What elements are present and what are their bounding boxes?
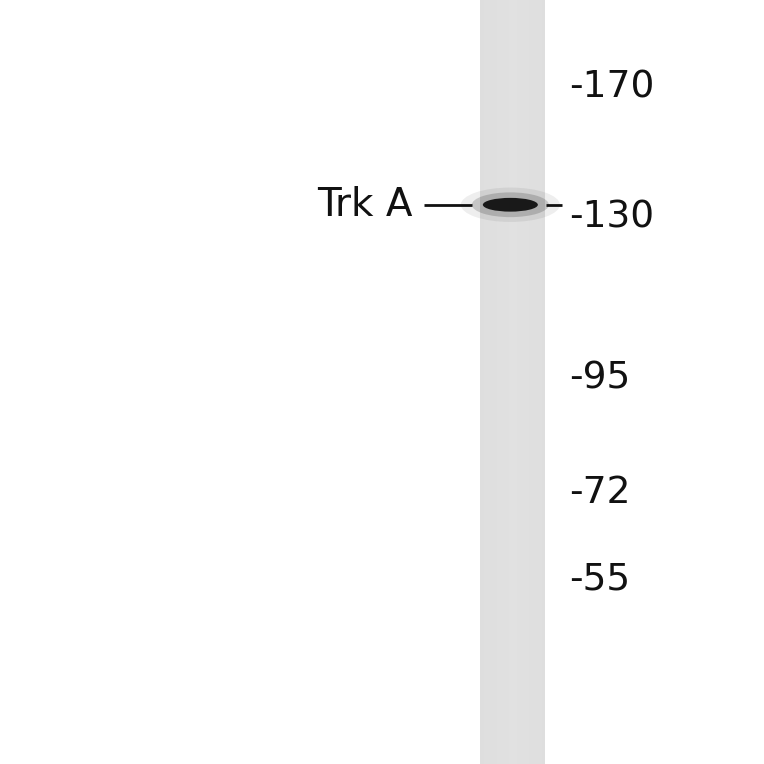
Text: Trk A: Trk A <box>317 186 413 224</box>
Text: -72: -72 <box>569 474 630 511</box>
Ellipse shape <box>483 198 538 212</box>
Text: -95: -95 <box>569 360 630 397</box>
Ellipse shape <box>461 187 560 222</box>
Text: -130: -130 <box>569 199 654 236</box>
Text: -55: -55 <box>569 561 630 597</box>
Text: -170: -170 <box>569 70 655 106</box>
Ellipse shape <box>472 193 549 217</box>
